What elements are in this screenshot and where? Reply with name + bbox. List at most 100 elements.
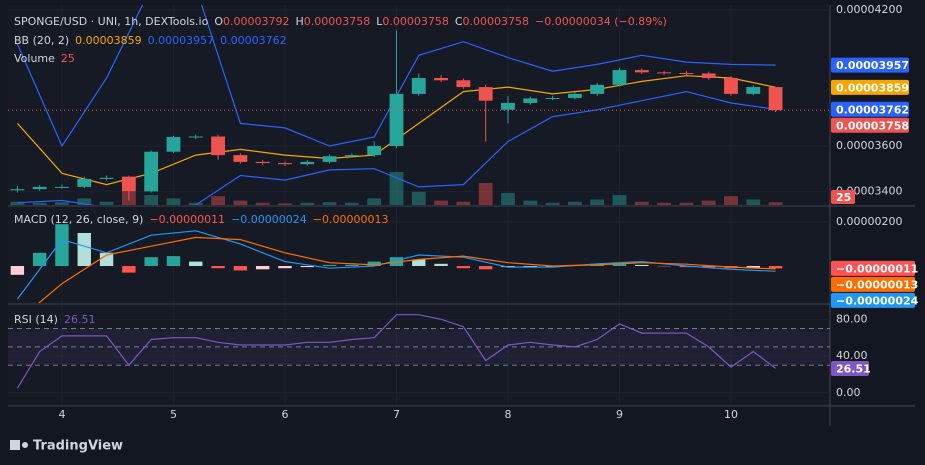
- volume-bar: [478, 183, 493, 205]
- macd-histogram-bar: [55, 224, 69, 267]
- price-badge: [831, 117, 909, 133]
- volume-bar: [211, 196, 225, 205]
- candle-body: [322, 156, 337, 162]
- branding: TradingView: [10, 439, 123, 454]
- rsi-plot: [8, 314, 830, 389]
- volume-bar: [724, 196, 738, 205]
- macd-histogram-bar: [99, 252, 114, 267]
- volume-bar: [411, 191, 426, 205]
- macd-histogram-bar: [456, 266, 471, 269]
- x-tick-label: 10: [724, 408, 738, 421]
- candle-body: [278, 163, 292, 165]
- legend: SPONGE/USD · UNI, 1h, DEXTools.io O0.0000…: [14, 15, 667, 326]
- candle-body: [434, 78, 448, 81]
- macd-histogram-bar: [300, 266, 314, 268]
- logo-dot: [22, 442, 28, 448]
- candle-body: [344, 155, 359, 157]
- macd-histogram-bar: [523, 266, 537, 267]
- legend-bb-lower: 0.00003762: [220, 34, 286, 47]
- volume-bar: [300, 202, 315, 205]
- volume-bar: [10, 201, 25, 205]
- volume-bar: [322, 202, 337, 205]
- macd-histogram-bar: [746, 266, 760, 268]
- macd-histogram-bar: [768, 266, 783, 269]
- candle-body: [567, 93, 582, 98]
- macd-histogram-bar: [412, 259, 426, 267]
- legend-ohlc: SPONGE/USD · UNI, 1h, DEXTools.io O0.0000…: [14, 15, 667, 28]
- legend-ohlc-value: 0.00003792: [223, 15, 289, 28]
- legend-ohlc-value: 0.00003758: [463, 15, 529, 28]
- legend-macd-signal: −0.00000013: [313, 213, 389, 226]
- price-badge: [831, 360, 869, 376]
- macd-histogram-bar: [635, 264, 649, 267]
- rsi-line: [16, 314, 776, 389]
- candle-body: [10, 189, 25, 191]
- axes: 4 5 6 7 8 9 100.000042000.000036000.000034000.…: [58, 3, 918, 421]
- legend-volume-name: Volume: [14, 52, 55, 65]
- macd-histogram-bar: [144, 257, 158, 267]
- candle-body: [144, 151, 159, 192]
- candle-body: [523, 98, 538, 103]
- legend-volume: Volume 25: [14, 52, 75, 65]
- volume-bar: [166, 198, 181, 205]
- volume-bar: [367, 198, 382, 205]
- legend-ohlc-value: 0.00003758: [304, 15, 370, 28]
- volume-bar: [278, 203, 292, 205]
- volume-bar: [590, 199, 605, 205]
- candle-body: [590, 84, 605, 94]
- logo-mark: [10, 440, 20, 450]
- legend-macd-histogram: −0.00000011: [149, 213, 225, 226]
- price-badge-label: 26.51: [836, 362, 871, 375]
- rsi-band: [8, 328, 830, 366]
- price-badge-label: 0.00003859: [836, 81, 909, 94]
- volume-bar: [679, 202, 694, 205]
- price-badge: [831, 260, 915, 276]
- candle-body: [612, 70, 627, 85]
- rsi-pane: [8, 305, 830, 405]
- volume-bar: [456, 201, 471, 205]
- candle-body: [367, 146, 382, 156]
- legend-bb-name: BB (20, 2): [14, 34, 69, 47]
- volume-badge: [831, 190, 855, 204]
- macd-histogram-bar: [345, 264, 359, 267]
- candle-body: [478, 87, 493, 101]
- candle-body: [768, 87, 783, 111]
- price-badge: [831, 57, 909, 73]
- legend-bb-basis: 0.00003859: [75, 34, 141, 47]
- candle-body: [679, 73, 694, 75]
- candle-body: [55, 186, 69, 188]
- price-badge: [831, 276, 915, 292]
- candle-body: [166, 136, 181, 152]
- x-tick-label: 5: [170, 408, 177, 421]
- candle-body: [77, 178, 92, 187]
- volume-bar: [344, 202, 359, 205]
- price-badge-label: −0.00000013: [836, 278, 918, 291]
- y-tick-label: 40.00: [836, 349, 868, 362]
- y-tick-label: 80.00: [836, 312, 868, 325]
- candle-body: [188, 136, 203, 138]
- price-badge-label: 0.00003758: [836, 119, 909, 132]
- candle-body: [634, 70, 649, 73]
- volume-bar: [746, 199, 761, 205]
- legend-macd-value: −0.00000024: [231, 213, 307, 226]
- legend-symbol: SPONGE/USD · UNI, 1h, DEXTools.io: [14, 15, 209, 28]
- volume-bar: [634, 201, 649, 205]
- legend-rsi-value: 26.51: [64, 313, 96, 326]
- price-plot: [8, 5, 830, 205]
- x-tick-label: 9: [616, 408, 623, 421]
- legend-ohlc-key: O: [214, 15, 223, 28]
- volume-bar: [389, 172, 404, 205]
- legend-change: −0.00000034 (−0.89%): [535, 15, 667, 28]
- macd-histogram-bar: [367, 261, 381, 267]
- volume-bar: [188, 202, 203, 205]
- candle-body: [121, 176, 136, 192]
- macd-histogram-bar: [122, 266, 136, 273]
- x-tick-label: 8: [504, 408, 511, 421]
- macd-line: [16, 230, 776, 300]
- volume-bar: [768, 202, 783, 205]
- candle-body: [456, 80, 471, 88]
- volume-bar: [99, 201, 114, 205]
- legend-ohlc-key: L: [376, 15, 383, 28]
- volume-bar: [434, 200, 448, 205]
